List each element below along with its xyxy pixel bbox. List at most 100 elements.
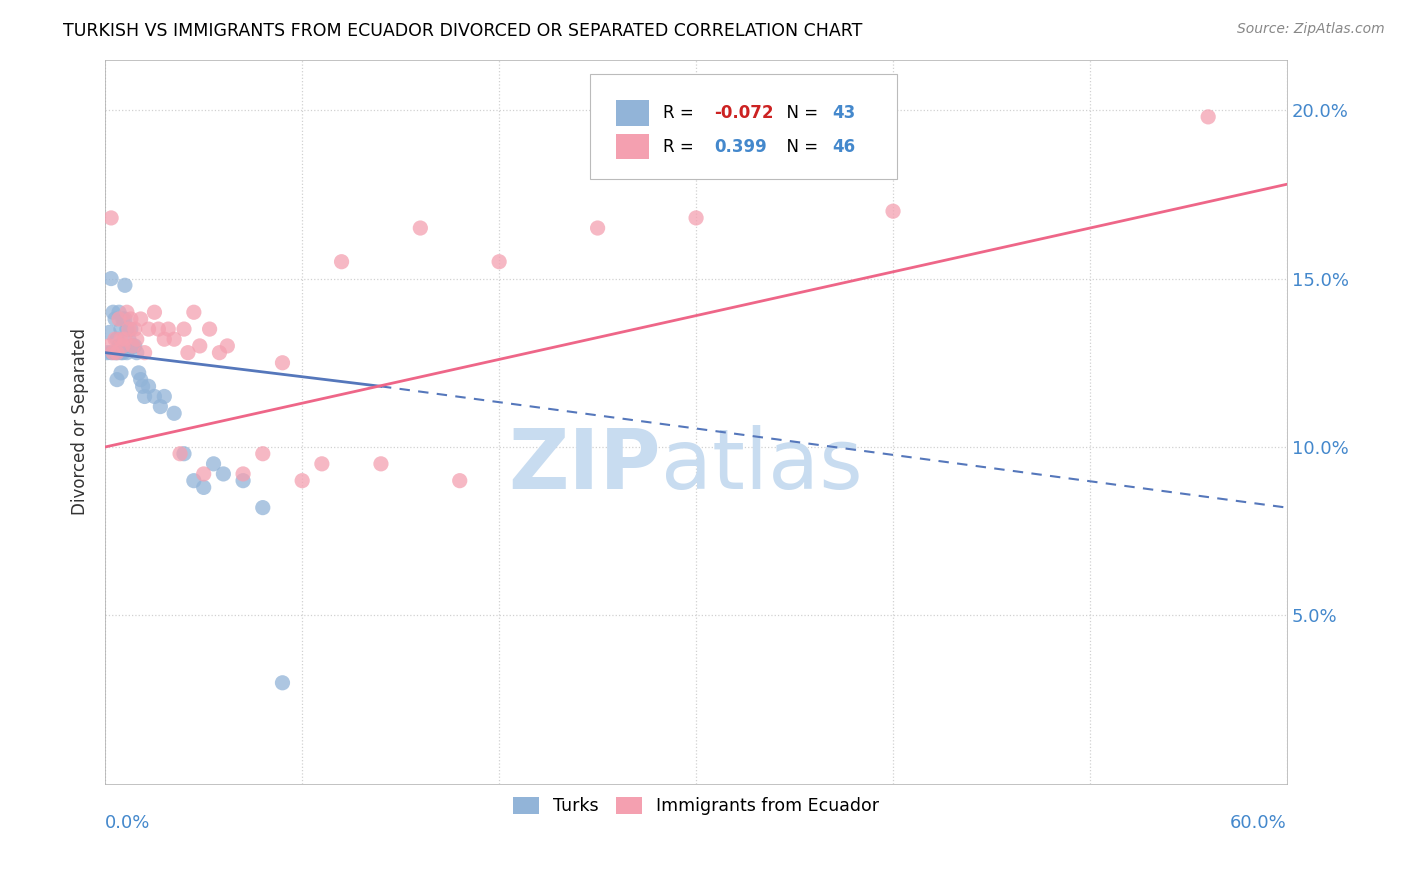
Point [104, 332, 127, 346]
FancyBboxPatch shape [616, 134, 648, 159]
Point [104, 345, 127, 359]
Text: R =: R = [664, 104, 699, 122]
Point [143, 389, 166, 403]
Point [111, 312, 134, 326]
Point [586, 221, 609, 235]
Text: R =: R = [664, 137, 699, 155]
Point [149, 400, 172, 414]
Text: 0.0%: 0.0% [105, 814, 150, 832]
Point [291, 474, 314, 488]
Text: ZIP: ZIP [508, 425, 661, 506]
Point [134, 389, 156, 403]
Point [193, 467, 215, 481]
Point [100, 271, 122, 285]
Point [128, 366, 150, 380]
Point [114, 312, 136, 326]
Point [125, 332, 148, 346]
Point [143, 305, 166, 319]
Point [101, 345, 124, 359]
Point [98, 339, 121, 353]
Point [271, 675, 294, 690]
Point [882, 204, 904, 219]
Point [271, 356, 294, 370]
Point [114, 332, 136, 346]
Point [153, 389, 176, 403]
Point [134, 345, 156, 359]
Point [124, 339, 146, 353]
Point [252, 500, 274, 515]
Point [198, 322, 221, 336]
Point [110, 366, 132, 380]
Point [488, 254, 510, 268]
Point [370, 457, 392, 471]
Point [148, 322, 170, 336]
Point [111, 345, 134, 359]
Point [129, 312, 152, 326]
Point [125, 345, 148, 359]
Point [115, 322, 138, 336]
Point [183, 474, 205, 488]
Text: N =: N = [776, 137, 824, 155]
Text: 60.0%: 60.0% [1230, 814, 1286, 832]
Point [110, 322, 132, 336]
Point [105, 345, 128, 359]
Point [108, 339, 131, 353]
Point [252, 447, 274, 461]
Point [232, 474, 254, 488]
Point [115, 345, 138, 359]
Point [100, 211, 122, 225]
Point [110, 332, 132, 346]
Point [108, 312, 131, 326]
Text: N =: N = [776, 104, 824, 122]
Point [330, 254, 353, 268]
Point [208, 345, 231, 359]
Legend: Turks, Immigrants from Ecuador: Turks, Immigrants from Ecuador [506, 789, 886, 822]
Point [101, 305, 124, 319]
Point [129, 373, 152, 387]
Point [121, 339, 143, 353]
FancyBboxPatch shape [616, 100, 648, 126]
Point [311, 457, 333, 471]
Point [193, 480, 215, 494]
Point [104, 312, 127, 326]
Text: -0.072: -0.072 [714, 104, 773, 122]
Point [153, 332, 176, 346]
Point [183, 305, 205, 319]
Point [108, 305, 131, 319]
Point [232, 467, 254, 481]
FancyBboxPatch shape [589, 74, 897, 179]
Point [105, 345, 128, 359]
Point [131, 379, 153, 393]
Text: 46: 46 [832, 137, 855, 155]
Point [685, 211, 707, 225]
Point [114, 278, 136, 293]
Point [409, 221, 432, 235]
Point [105, 332, 128, 346]
Point [188, 339, 211, 353]
Point [217, 339, 239, 353]
Point [96, 345, 118, 359]
Point [120, 322, 142, 336]
Point [449, 474, 471, 488]
Point [110, 345, 132, 359]
Point [105, 373, 128, 387]
Point [138, 379, 160, 393]
Point [212, 467, 235, 481]
Point [120, 312, 142, 326]
Point [202, 457, 225, 471]
Point [1197, 110, 1219, 124]
Text: TURKISH VS IMMIGRANTS FROM ECUADOR DIVORCED OR SEPARATED CORRELATION CHART: TURKISH VS IMMIGRANTS FROM ECUADOR DIVOR… [63, 22, 863, 40]
Point [121, 339, 143, 353]
Y-axis label: Divorced or Separated: Divorced or Separated [72, 328, 89, 516]
Point [98, 326, 121, 340]
Point [138, 322, 160, 336]
Point [124, 322, 146, 336]
Text: 0.399: 0.399 [714, 137, 766, 155]
Point [177, 345, 200, 359]
Point [173, 447, 195, 461]
Point [115, 305, 138, 319]
Text: atlas: atlas [661, 425, 862, 506]
Point [169, 447, 191, 461]
Point [157, 322, 180, 336]
Point [118, 332, 141, 346]
